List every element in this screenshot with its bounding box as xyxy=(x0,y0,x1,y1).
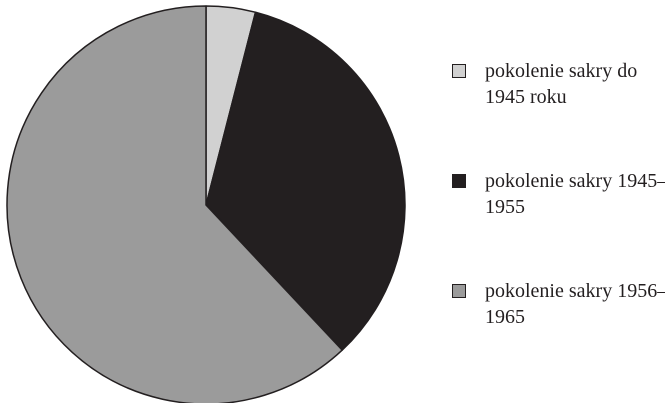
legend-item: pokolenie sakry 1945–1955 xyxy=(452,168,665,220)
legend-item: pokolenie sakry do 1945 roku xyxy=(452,58,665,110)
pie-slice xyxy=(6,5,343,403)
legend-swatch xyxy=(452,284,466,298)
pie-slice xyxy=(205,11,406,351)
legend-label: pokolenie sakry 1945–1955 xyxy=(485,170,665,218)
legend-label: pokolenie sakry 1956–1965 xyxy=(485,280,665,328)
legend-swatch xyxy=(452,64,466,78)
legend-item: pokolenie sakry 1956–1965 xyxy=(452,278,665,330)
legend-swatch xyxy=(452,174,466,188)
legend-label: pokolenie sakry do 1945 roku xyxy=(485,60,638,108)
